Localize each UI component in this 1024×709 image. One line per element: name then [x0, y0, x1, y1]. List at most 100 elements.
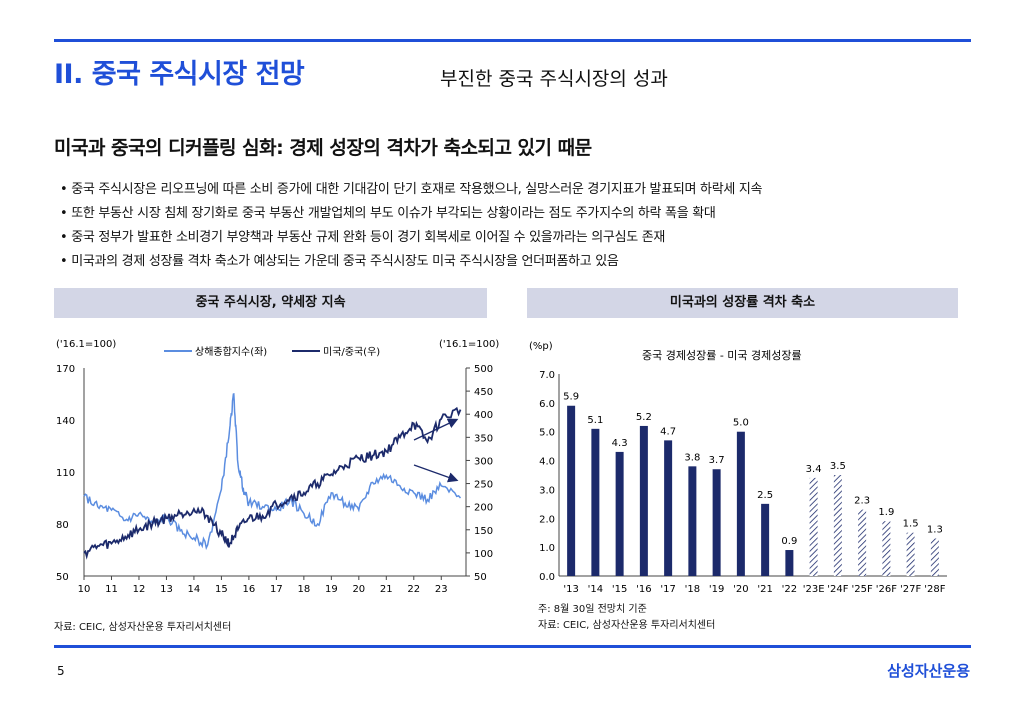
- bar-y-label: (%p): [529, 341, 553, 352]
- bar-category-label: '19: [709, 584, 724, 595]
- y-right-tick: 150: [474, 526, 493, 537]
- bar: [712, 469, 721, 576]
- y-right-tick: 350: [474, 433, 493, 444]
- bar: [664, 440, 673, 576]
- y-right-tick: 50: [474, 572, 487, 583]
- bar-value-label: 5.0: [733, 418, 749, 429]
- x-tick: 20: [352, 584, 365, 595]
- y-right-tick: 250: [474, 480, 493, 491]
- bar-category-label: '28F: [924, 584, 945, 595]
- bar-y-tick: 6.0: [539, 399, 555, 410]
- right-panel-title: 미국과의 성장률 격차 축소: [527, 288, 958, 318]
- bar-value-label: 5.9: [563, 392, 579, 403]
- bar: [615, 451, 624, 576]
- x-tick: 13: [160, 584, 173, 595]
- x-tick: 18: [297, 584, 310, 595]
- bar-value-label: 1.5: [903, 519, 919, 530]
- x-tick: 14: [188, 584, 201, 595]
- bar-forecast: [882, 521, 891, 576]
- y-right-tick: 450: [474, 387, 493, 398]
- line-chart: ('16.1=100) ('16.1=100) 상해종합지수(좌) 미국/중국(…: [56, 339, 499, 595]
- right-axis-label: ('16.1=100): [439, 339, 499, 350]
- bar-category-label: '21: [757, 584, 772, 595]
- y-left-tick: 170: [56, 364, 75, 375]
- y-left-tick: 80: [56, 520, 69, 531]
- y-right-tick: 300: [474, 456, 493, 467]
- bar-forecast: [858, 509, 867, 576]
- sub-title: 부진한 중국 주식시장의 성과: [440, 68, 668, 90]
- bar-y-tick: 2.0: [539, 514, 555, 525]
- x-tick: 12: [133, 584, 146, 595]
- bar-y-tick: 1.0: [539, 543, 555, 554]
- bar-y-tick: 7.0: [539, 370, 555, 381]
- left-panel-title: 중국 주식시장, 약세장 지속: [54, 288, 487, 318]
- bar-value-label: 0.9: [781, 536, 797, 547]
- bar-forecast: [809, 477, 818, 576]
- x-tick: 22: [407, 584, 420, 595]
- bar-category-label: '15: [612, 584, 627, 595]
- x-tick: 23: [435, 584, 448, 595]
- bar-category-label: '26F: [876, 584, 897, 595]
- bar-value-label: 1.3: [927, 524, 943, 535]
- bullet-item: 중국 정부가 발표한 소비경기 부양책과 부동산 규제 완화 등이 경기 회복세…: [60, 226, 762, 250]
- bar-category-label: '25F: [852, 584, 873, 595]
- y-right-tick: 500: [474, 364, 493, 375]
- y-right-tick: 400: [474, 410, 493, 421]
- series-line-shanghai: [83, 393, 462, 551]
- bar-forecast: [930, 538, 939, 576]
- bar-category-label: '18: [685, 584, 700, 595]
- bar-value-label: 4.7: [660, 426, 676, 437]
- x-tick: 15: [215, 584, 228, 595]
- legend-label-us-china: 미국/중국(우): [323, 346, 380, 358]
- bar-category-label: '23E: [803, 584, 825, 595]
- bullet-list: 중국 주식시장은 리오프닝에 따른 소비 증가에 대한 기대감이 단기 호재로 …: [60, 178, 762, 274]
- page-number: 5: [57, 664, 65, 678]
- bullet-item: 또한 부동산 시장 침체 장기화로 중국 부동산 개발업체의 부도 이슈가 부각…: [60, 202, 762, 226]
- bar-chart-title: 중국 경제성장률 - 미국 경제성장률: [642, 349, 802, 362]
- bar: [591, 428, 600, 576]
- legend-label-shanghai: 상해종합지수(좌): [195, 345, 267, 358]
- trend-arrow-down: [413, 464, 459, 483]
- bar-value-label: 2.5: [757, 490, 773, 501]
- bar-chart: (%p) 중국 경제성장률 - 미국 경제성장률 0.0 1.0 2.0 3.0 4.0…: [529, 341, 947, 595]
- y-left-tick: 140: [56, 416, 75, 427]
- bullet-item: 중국 주식시장은 리오프닝에 따른 소비 증가에 대한 기대감이 단기 호재로 …: [60, 178, 762, 202]
- bar: [688, 466, 697, 576]
- left-axis-label: ('16.1=100): [56, 339, 116, 350]
- bar-category-label: '16: [636, 584, 651, 595]
- bar-y-tick: 3.0: [539, 485, 555, 496]
- bar-value-label: 3.8: [684, 452, 700, 463]
- bar-y-tick: 0.0: [539, 572, 555, 583]
- top-rule: [54, 39, 971, 42]
- bar-forecast: [833, 475, 842, 576]
- bar: [761, 503, 770, 576]
- bar-category-label: '24F: [827, 584, 848, 595]
- bar-value-label: 2.3: [854, 496, 870, 507]
- bar-value-label: 3.4: [806, 464, 822, 475]
- y-left-tick: 110: [56, 468, 75, 479]
- bar-category-label: '17: [660, 584, 675, 595]
- headline: 미국과 중국의 디커플링 심화: 경제 성장의 격차가 축소되고 있기 때문: [54, 137, 592, 159]
- x-tick: 11: [105, 584, 118, 595]
- bottom-rule: [54, 645, 971, 648]
- bullet-item: 미국과의 경제 성장률 격차 축소가 예상되는 가운데 중국 주식시장도 미국 …: [60, 250, 762, 274]
- bar: [639, 425, 648, 576]
- bar-category-label: '27F: [900, 584, 921, 595]
- bar: [567, 405, 576, 576]
- brand-logo: 삼성자산운용: [887, 662, 970, 680]
- trend-arrow-up: [413, 418, 459, 441]
- bar-category-label: '20: [733, 584, 748, 595]
- bar-value-label: 5.2: [636, 412, 652, 423]
- x-tick: 21: [380, 584, 393, 595]
- bar-value-label: 3.5: [830, 461, 846, 472]
- bar: [736, 431, 745, 576]
- y-left-tick: 50: [56, 572, 69, 583]
- right-source: 자료: CEIC, 삼성자산운용 투자리서치센터: [538, 620, 716, 631]
- bar-y-tick: 4.0: [539, 457, 555, 468]
- bar: [785, 550, 794, 576]
- bar-value-label: 4.3: [612, 438, 628, 449]
- x-tick: 16: [243, 584, 256, 595]
- series-line-us-china: [83, 406, 462, 560]
- bar-value-label: 3.7: [709, 455, 725, 466]
- right-note: 주: 8월 30일 전망치 기준: [538, 604, 647, 615]
